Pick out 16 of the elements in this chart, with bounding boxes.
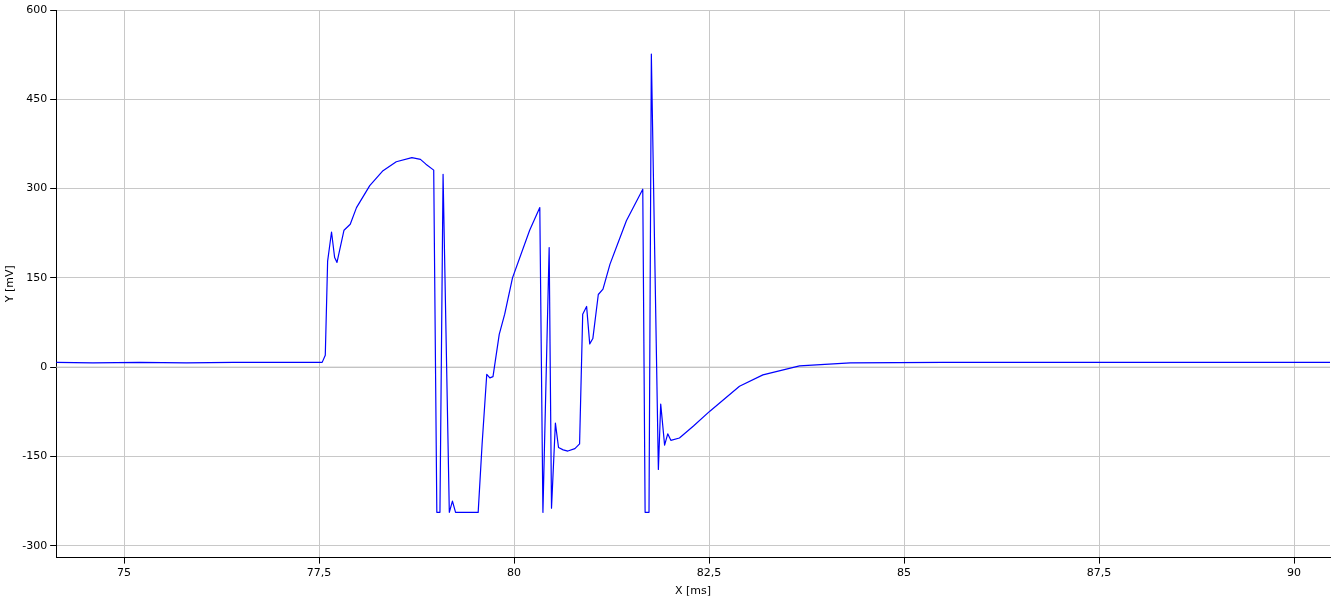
y-tick-label: 150 <box>26 270 48 284</box>
y-axis-title: Y [mV] <box>3 265 17 304</box>
y-tick-label: 450 <box>26 92 48 106</box>
y-tick-label: -150 <box>22 449 48 463</box>
x-tick-label: 77,5 <box>306 566 332 580</box>
y-tick-label: -300 <box>22 538 48 552</box>
x-tick-label: 82,5 <box>696 566 722 580</box>
x-tick-label: 80 <box>507 566 522 580</box>
y-tick-label: 0 <box>40 359 48 373</box>
x-tick-label: 85 <box>897 566 912 580</box>
y-tick-label: 600 <box>26 2 48 16</box>
x-axis-title: X [ms] <box>675 584 712 598</box>
x-tick-label: 75 <box>117 566 132 580</box>
x-tick-label: 90 <box>1287 566 1302 580</box>
y-tick-label: 300 <box>26 181 48 195</box>
x-tick-label: 87,5 <box>1086 566 1112 580</box>
